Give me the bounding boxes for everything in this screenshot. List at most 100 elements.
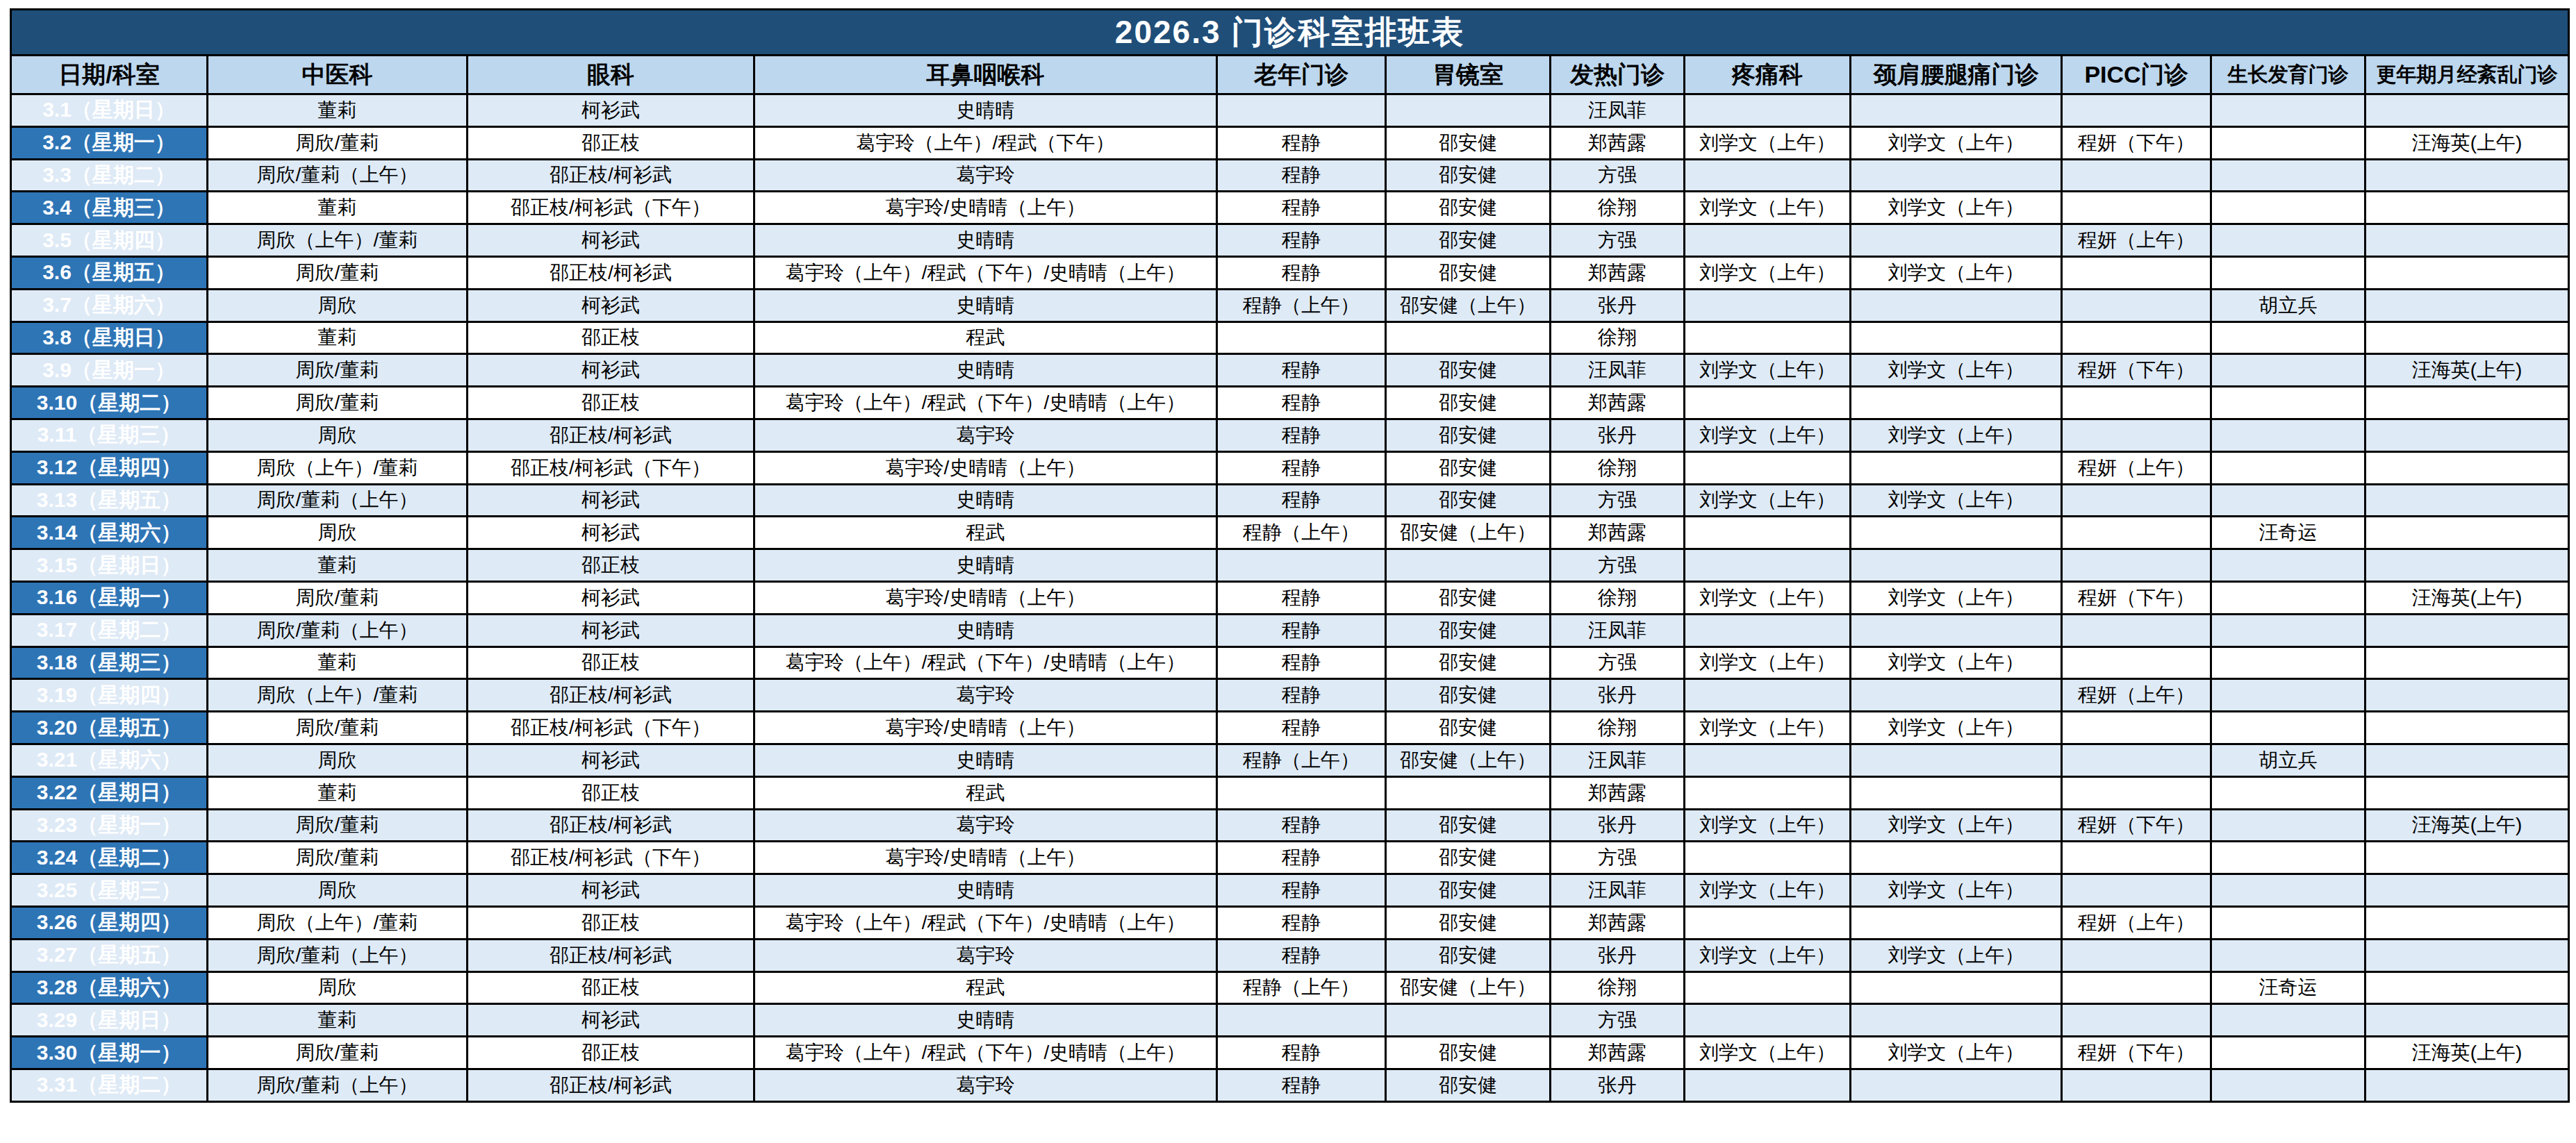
schedule-cell: 程静（上午） (1217, 289, 1386, 322)
schedule-cell (2062, 712, 2211, 744)
schedule-cell: 史晴晴 (754, 874, 1217, 907)
schedule-cell: 葛宇玲（上午）/程武（下午）/史晴晴（上午） (754, 387, 1217, 419)
schedule-cell (2211, 776, 2366, 809)
schedule-cell: 方强 (1551, 159, 1685, 192)
schedule-cell (2211, 484, 2366, 517)
date-cell: 3.13（星期五） (11, 484, 208, 517)
schedule-cell: 汪海英(上午) (2366, 1037, 2569, 1069)
schedule-cell: 汪凤菲 (1551, 744, 1685, 776)
schedule-cell (2366, 484, 2569, 517)
date-cell: 3.27（星期五） (11, 939, 208, 971)
schedule-cell: 程妍（下午） (2062, 126, 2211, 159)
schedule-cell (1851, 776, 2062, 809)
schedule-cell: 周欣/董莉 (208, 256, 468, 289)
schedule-cell: 邵安健 (1386, 581, 1551, 614)
date-cell: 3.16（星期一） (11, 581, 208, 614)
schedule-cell: 周欣（上午）/董莉 (208, 451, 468, 484)
schedule-cell: 刘学文（上午） (1685, 1037, 1851, 1069)
column-header-11: 更年期月经紊乱门诊 (2366, 56, 2569, 94)
schedule-cell (2211, 809, 2366, 842)
schedule-cell: 葛宇玲（上午）/程武（下午）/史晴晴（上午） (754, 1037, 1217, 1069)
date-cell: 3.12（星期四） (11, 451, 208, 484)
schedule-cell (1685, 971, 1851, 1004)
schedule-cell: 柯衫武 (468, 517, 754, 549)
schedule-cell: 邵安健 (1386, 906, 1551, 939)
schedule-cell: 邵安健（上午） (1386, 517, 1551, 549)
schedule-cell: 程静 (1217, 712, 1386, 744)
schedule-row-3.10（星期二）: 3.10（星期二）周欣/董莉邵正枝葛宇玲（上午）/程武（下午）/史晴晴（上午）程… (11, 387, 2569, 419)
schedule-cell (1851, 744, 2062, 776)
schedule-cell: 周欣 (208, 289, 468, 322)
schedule-cell: 邵安健 (1386, 842, 1551, 874)
schedule-cell: 程静 (1217, 874, 1386, 907)
date-cell: 3.8（星期日） (11, 322, 208, 354)
schedule-cell: 葛宇玲/史晴晴（上午） (754, 192, 1217, 224)
schedule-cell: 刘学文（上午） (1685, 712, 1851, 744)
schedule-row-3.13（星期五）: 3.13（星期五）周欣/董莉（上午）柯衫武史晴晴程静邵安健方强刘学文（上午）刘学… (11, 484, 2569, 517)
schedule-cell: 周欣/董莉（上午） (208, 614, 468, 646)
schedule-cell (1217, 1004, 1386, 1037)
date-cell: 3.1（星期日） (11, 94, 208, 127)
schedule-cell: 郑茜露 (1551, 1037, 1685, 1069)
schedule-cell: 程妍（上午） (2062, 679, 2211, 712)
column-header-7: 疼痛科 (1685, 56, 1851, 94)
schedule-cell: 邵安健 (1386, 1069, 1551, 1101)
schedule-cell: 程静 (1217, 419, 1386, 451)
schedule-cell (1685, 679, 1851, 712)
schedule-cell (1851, 159, 2062, 192)
schedule-cell: 汪凤菲 (1551, 354, 1685, 387)
date-cell: 3.4（星期三） (11, 192, 208, 224)
schedule-row-3.14（星期六）: 3.14（星期六）周欣柯衫武程武程静（上午）邵安健（上午）郑茜露汪奇运 (11, 517, 2569, 549)
schedule-cell: 邵安健 (1386, 126, 1551, 159)
schedule-cell: 邵正枝/柯衫武 (468, 419, 754, 451)
page-title: 2026.3 门诊科室排班表 (11, 10, 2569, 56)
schedule-cell: 周欣 (208, 517, 468, 549)
schedule-cell (2366, 94, 2569, 127)
date-cell: 3.29（星期日） (11, 1004, 208, 1037)
schedule-row-3.25（星期三）: 3.25（星期三）周欣柯衫武史晴晴程静邵安健汪凤菲刘学文（上午）刘学文（上午） (11, 874, 2569, 907)
schedule-cell: 邵安健 (1386, 159, 1551, 192)
schedule-cell: 周欣/董莉 (208, 581, 468, 614)
date-cell: 3.18（星期三） (11, 646, 208, 679)
schedule-cell: 邵安健 (1386, 451, 1551, 484)
schedule-cell: 刘学文（上午） (1685, 809, 1851, 842)
schedule-page: 2026.3 门诊科室排班表 日期/科室中医科眼科耳鼻咽喉科老年门诊胃镜室发热门… (10, 8, 2568, 1103)
schedule-cell (2211, 614, 2366, 646)
schedule-cell (1851, 842, 2062, 874)
schedule-cell: 史晴晴 (754, 224, 1217, 257)
schedule-cell: 周欣/董莉 (208, 842, 468, 874)
schedule-cell: 周欣/董莉 (208, 387, 468, 419)
schedule-cell: 程静 (1217, 159, 1386, 192)
schedule-cell (1685, 1069, 1851, 1101)
schedule-cell: 柯衫武 (468, 484, 754, 517)
schedule-cell: 张丹 (1551, 939, 1685, 971)
schedule-cell: 史晴晴 (754, 614, 1217, 646)
date-cell: 3.22（星期日） (11, 776, 208, 809)
schedule-cell (2062, 322, 2211, 354)
schedule-cell: 郑茜露 (1551, 256, 1685, 289)
schedule-cell (2062, 159, 2211, 192)
schedule-cell: 邵正枝 (468, 646, 754, 679)
schedule-cell: 方强 (1551, 646, 1685, 679)
schedule-cell: 邵正枝/柯衫武 (468, 256, 754, 289)
schedule-cell (1685, 517, 1851, 549)
schedule-cell: 周欣/董莉 (208, 354, 468, 387)
schedule-cell: 周欣/董莉（上午） (208, 1069, 468, 1101)
date-cell: 3.14（星期六） (11, 517, 208, 549)
schedule-cell (2211, 549, 2366, 582)
schedule-cell (1685, 159, 1851, 192)
schedule-cell: 郑茜露 (1551, 906, 1685, 939)
schedule-cell: 刘学文（上午） (1851, 874, 2062, 907)
schedule-cell (2062, 1004, 2211, 1037)
schedule-cell (1685, 614, 1851, 646)
schedule-cell: 程静 (1217, 387, 1386, 419)
schedule-cell: 周欣 (208, 419, 468, 451)
schedule-row-3.5（星期四）: 3.5（星期四）周欣（上午）/董莉柯衫武史晴晴程静邵安健方强程妍（上午） (11, 224, 2569, 257)
schedule-cell (2211, 581, 2366, 614)
date-cell: 3.6（星期五） (11, 256, 208, 289)
schedule-cell: 周欣/董莉 (208, 126, 468, 159)
schedule-cell: 程静 (1217, 906, 1386, 939)
schedule-cell (2366, 419, 2569, 451)
schedule-cell (2062, 646, 2211, 679)
schedule-cell (2211, 842, 2366, 874)
